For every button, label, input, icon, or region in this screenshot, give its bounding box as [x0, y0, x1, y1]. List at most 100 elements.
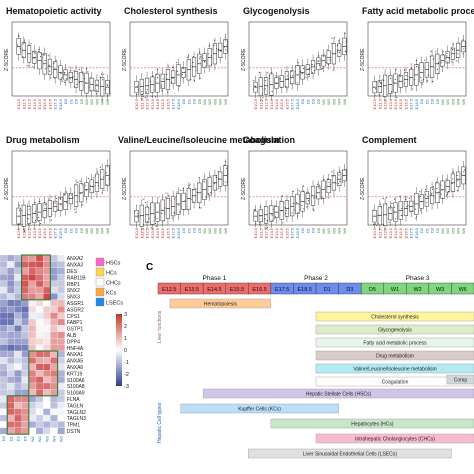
data-point	[461, 173, 463, 175]
data-point	[99, 76, 101, 78]
data-point	[65, 191, 67, 193]
heat-cell	[7, 376, 15, 384]
data-point	[215, 176, 217, 179]
data-point	[463, 48, 465, 50]
gene-label: TPM1	[67, 423, 81, 429]
stage-tick-label: E18.5	[176, 227, 181, 238]
heat-cell	[14, 280, 22, 288]
heat-cell-bg	[7, 370, 15, 377]
data-point	[172, 77, 174, 79]
data-point	[382, 198, 384, 200]
heat-cell	[57, 267, 65, 275]
stage-tick-label: W6	[105, 227, 110, 234]
heat-cell-bg	[0, 293, 8, 300]
stage-label: D5	[369, 287, 376, 293]
data-point	[420, 201, 422, 203]
heat-cell-bg	[28, 408, 36, 415]
data-point	[164, 212, 166, 214]
data-point	[297, 212, 299, 214]
data-point	[212, 48, 214, 50]
color-scale-label: 2	[124, 324, 127, 330]
heat-cell-bg	[50, 363, 58, 371]
y-axis-label: Z-SCORE	[241, 177, 247, 200]
stage-tick-label: E12.5	[145, 227, 150, 238]
heat-cell-bg	[14, 293, 22, 300]
data-point	[202, 180, 204, 182]
stage-label: W6	[459, 287, 467, 293]
data-point	[429, 56, 431, 58]
plot-frame	[11, 21, 111, 97]
heat-cell	[57, 376, 65, 384]
data-point	[22, 56, 24, 58]
heat-cell-bg	[50, 255, 58, 262]
heat-cell	[7, 389, 15, 396]
stage-tick-label: D5	[435, 98, 440, 104]
stage-tick-label: W6	[223, 98, 228, 105]
data-point	[221, 56, 223, 58]
data-point	[210, 63, 213, 65]
data-point	[450, 47, 452, 49]
boxplot-panel: Valine/Leucine/Isoleucine metabolism Z-SC…	[118, 135, 280, 238]
timeline-bar-label: Comp	[454, 378, 468, 384]
heat-cell	[21, 280, 29, 288]
heat-cell-bg	[7, 415, 15, 422]
heat-cell	[43, 389, 51, 396]
data-point	[28, 208, 30, 210]
data-point	[43, 202, 46, 204]
heat-cell	[57, 338, 65, 345]
y-axis-label: Z-SCORE	[241, 48, 247, 71]
data-point	[311, 63, 313, 66]
heat-cell-bg	[0, 402, 8, 409]
data-point	[391, 91, 393, 93]
stage-tick-label: W2	[445, 98, 450, 105]
stage-tick-label: D5	[197, 227, 202, 233]
data-point	[60, 73, 62, 75]
data-point	[437, 62, 440, 64]
data-point	[399, 195, 401, 198]
heat-cell-bg	[57, 395, 65, 403]
heat-column-label: W3	[44, 435, 49, 442]
heat-cell-bg	[14, 383, 22, 390]
stage-tick-label: E18.5	[295, 98, 300, 109]
data-point	[204, 181, 206, 183]
data-point	[264, 79, 267, 81]
stage-tick-label: D3	[311, 98, 316, 104]
data-point	[168, 195, 170, 197]
heat-cell	[28, 395, 37, 403]
data-point	[314, 64, 316, 66]
data-point	[323, 55, 325, 57]
data-point	[463, 169, 466, 171]
data-point	[448, 191, 450, 193]
heat-cell	[43, 261, 51, 268]
data-point	[296, 82, 298, 84]
stage-tick-label: D3	[74, 98, 79, 104]
data-point	[27, 224, 29, 226]
data-point	[292, 202, 294, 205]
data-point	[341, 169, 344, 171]
stage-tick-label: W3	[94, 227, 99, 234]
data-point	[284, 207, 286, 209]
data-point	[77, 72, 79, 75]
heat-cell-bg	[43, 267, 51, 275]
data-point	[281, 210, 283, 212]
data-point	[268, 75, 270, 77]
data-point	[176, 70, 178, 72]
data-point	[432, 80, 434, 83]
stage-tick-label: W4	[337, 227, 342, 234]
color-scale-label: 3	[124, 312, 127, 318]
data-point	[216, 188, 218, 190]
heat-cell	[43, 350, 51, 358]
stage-tick-label: E14.5	[274, 98, 279, 109]
data-point	[44, 203, 46, 206]
heat-cell-bg	[36, 344, 44, 351]
heat-cell-bg	[21, 389, 29, 396]
stage-tick-label: D1	[424, 98, 429, 104]
heat-cell	[28, 421, 37, 428]
legend-swatch	[95, 277, 105, 287]
heat-cell-bg	[57, 363, 65, 371]
data-point	[142, 228, 144, 230]
heat-cell-bg	[21, 319, 29, 326]
data-point	[144, 96, 146, 98]
heat-cell	[28, 408, 37, 416]
data-point	[93, 177, 95, 179]
